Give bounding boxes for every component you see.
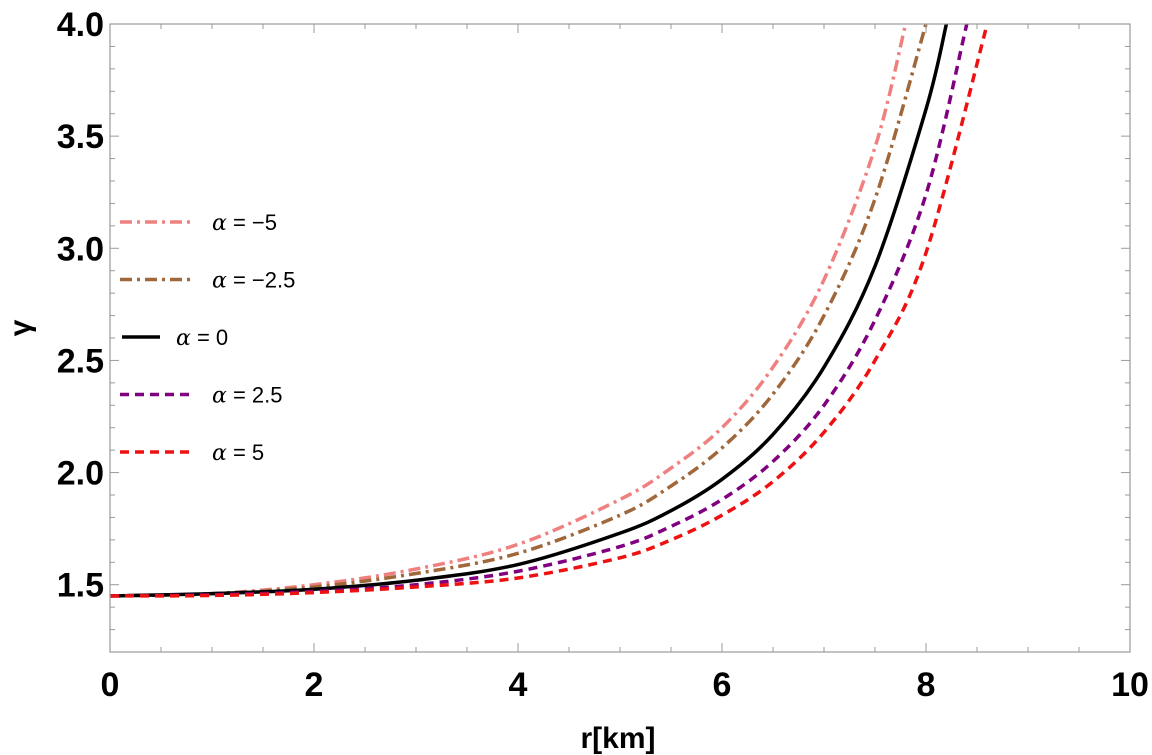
legend-value: = −5 (227, 210, 277, 235)
series-line-1 (110, 24, 928, 598)
legend-value: = −2.5 (227, 268, 296, 293)
legend-symbol: α (212, 269, 227, 294)
y-tick-label: 3.0 (57, 230, 104, 268)
x-tick-label: 8 (917, 666, 936, 704)
x-tick-label: 6 (713, 666, 732, 704)
legend-label-2: α = 0 (176, 325, 228, 351)
series-line-0 (110, 24, 908, 598)
y-tick-label: 2.5 (57, 342, 104, 380)
legend-label-0: α = −5 (212, 210, 277, 236)
y-tick-label: 4.0 (57, 6, 104, 44)
legend-symbol: α (212, 441, 227, 466)
y-tick-label: 3.5 (57, 118, 104, 156)
legend-value: = 5 (227, 440, 264, 465)
legend-value: = 0 (191, 325, 228, 350)
y-axis-title: γ (4, 319, 37, 336)
x-tick-label: 4 (509, 666, 528, 704)
y-tick-label: 2.0 (57, 455, 104, 493)
legend-value: = 2.5 (227, 383, 283, 408)
x-tick-label: 2 (305, 666, 324, 704)
legend-label-1: α = −2.5 (212, 268, 295, 294)
x-tick-label: 0 (101, 666, 120, 704)
plot-content (110, 24, 989, 598)
legend-symbol: α (212, 384, 227, 409)
series-line-4 (110, 24, 989, 598)
legend-symbol: α (176, 326, 191, 351)
legend: α = −5α = −2.5α = 0α = 2.5α = 5 (120, 210, 295, 466)
legend-label-3: α = 2.5 (212, 383, 283, 409)
series-line-3 (110, 24, 969, 598)
x-axis-title: r[km] (580, 722, 655, 755)
legend-symbol: α (212, 211, 227, 236)
y-tick-label: 1.5 (57, 567, 104, 605)
series-line-2 (110, 24, 949, 598)
x-tick-label: 10 (1111, 666, 1149, 704)
axis-ticks: 0 2 4 6 8 10 1.5 2.0 2.5 3.0 3.5 4.0 (57, 6, 1149, 704)
legend-label-4: α = 5 (212, 440, 264, 466)
